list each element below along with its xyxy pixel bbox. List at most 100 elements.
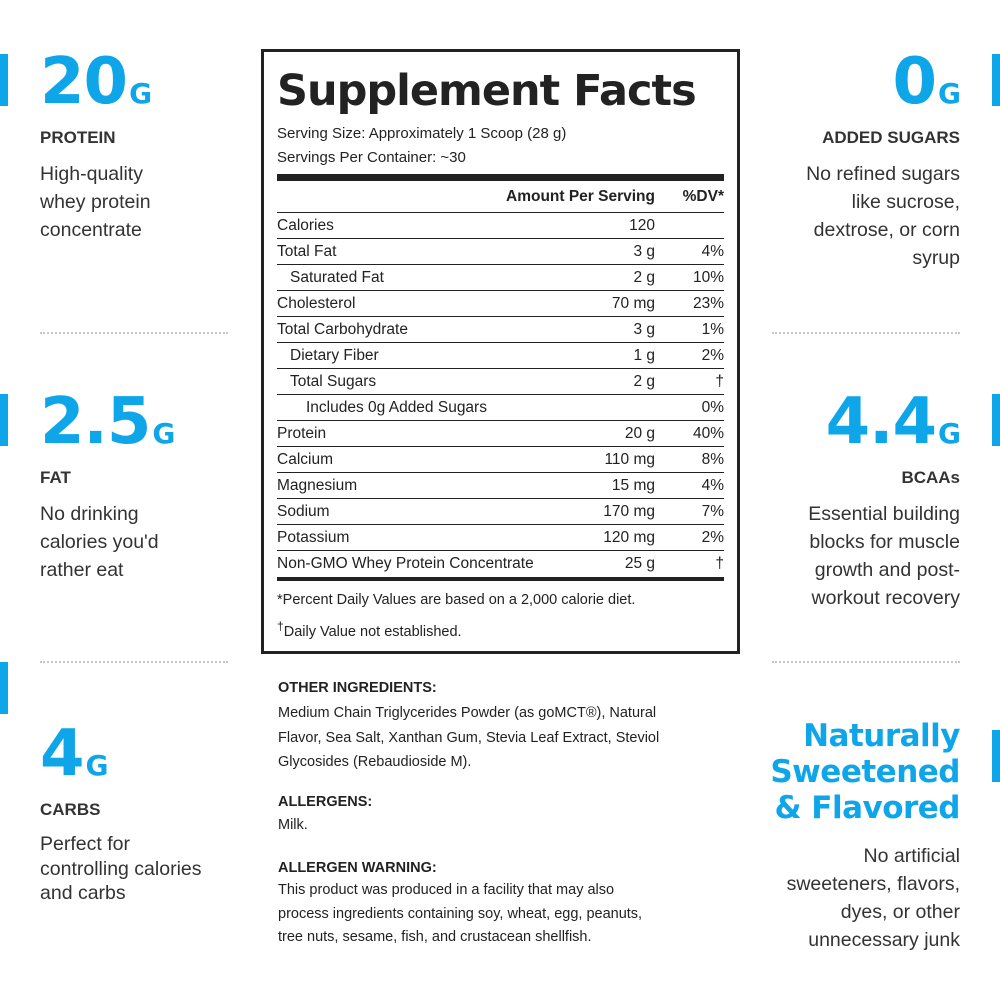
carbs-label: CARBS — [40, 800, 101, 819]
footnote-dagger: †Daily Value not established. — [277, 619, 462, 640]
nutrient-amount: 20 g — [624, 424, 655, 442]
nutrient-name: Total Fat — [277, 242, 337, 260]
nutrient-name: Protein — [277, 424, 327, 442]
bcaas-stat: 4.4G BCAAs Essential building blocks for … — [730, 385, 961, 612]
facts-row: Potassium 120 mg 2% — [277, 525, 724, 551]
bcaas-label: BCAAs — [901, 468, 960, 487]
nutrient-name: Non-GMO Whey Protein Concentrate — [277, 555, 534, 572]
facts-row: Total Fat 3 g 4% — [277, 239, 724, 265]
added-sugars-description: No refined sugars like sucrose, dextrose, … — [806, 163, 960, 269]
bcaas-description: Essential building blocks for muscle growt… — [808, 503, 960, 609]
nutrient-name: Saturated Fat — [290, 268, 384, 286]
fat-description: No drinking calories you'd rather eat — [40, 503, 159, 581]
nutrient-amount: 1 g — [633, 346, 655, 364]
carbs-description: Perfect for controlling calories and carbs — [40, 833, 202, 904]
bcaas-value: 4.4G — [825, 385, 961, 459]
naturally-sweetened-stat: Naturally Sweetened & Flavored No artifici… — [730, 718, 960, 954]
nutrient-name: Dietary Fiber — [290, 346, 379, 364]
facts-row: Protein 20 g 40% — [277, 421, 724, 447]
serving-size: Serving Size: Approximately 1 Scoop (28 … — [277, 125, 567, 142]
allergen-warning-section: ALLERGEN WARNING: This product was produ… — [278, 857, 738, 950]
nutrient-name: Sodium — [277, 502, 330, 520]
nutrient-dv: 10% — [692, 268, 724, 286]
nutrient-dv: 7% — [701, 502, 724, 520]
nutrient-amount: 3 g — [633, 320, 655, 338]
nutrient-amount: 110 mg — [604, 450, 655, 468]
accent-bar — [0, 662, 8, 714]
footnotes: *Percent Daily Values are based on a 2,0… — [277, 587, 724, 645]
accent-bar — [992, 54, 1000, 106]
added-sugars-label: ADDED SUGARS — [822, 128, 960, 147]
nutrient-amount: 3 g — [633, 242, 655, 260]
nutrient-amount: 2 g — [633, 372, 655, 390]
facts-row: Magnesium 15 mg 4% — [277, 473, 724, 499]
supplement-facts-title: Supplement Facts — [277, 66, 697, 116]
protein-description: High-quality whey protein concentrate — [40, 163, 151, 241]
footnote-percent-dv: *Percent Daily Values are based on a 2,0… — [277, 592, 636, 608]
facts-row: Total Sugars 2 g † — [277, 369, 724, 395]
nutrient-amount: 25 g — [624, 555, 655, 572]
facts-row: Sodium 170 mg 7% — [277, 499, 724, 525]
amount-per-serving-header: Amount Per Serving — [506, 187, 655, 205]
accent-bar — [0, 394, 8, 446]
allergens-heading: ALLERGENS: — [278, 794, 373, 810]
nutrient-amount: 120 mg — [603, 528, 655, 546]
allergen-warning-text: This product was produced in a facility … — [278, 882, 643, 945]
dotted-divider — [40, 332, 228, 334]
facts-row: Includes 0g Added Sugars 0% — [277, 395, 724, 421]
fat-stat: 2.5G FAT No drinking calories you'd rather… — [40, 390, 270, 584]
nutrient-dv: † — [715, 555, 724, 572]
carbs-value: 4G — [40, 717, 109, 791]
nutrient-dv: 2% — [701, 346, 724, 364]
nutrient-name: Potassium — [277, 528, 350, 546]
protein-value: 20G — [40, 45, 152, 119]
fat-value: 2.5G — [40, 385, 175, 459]
other-ingredients-section: OTHER INGREDIENTS: Medium Chain Triglyce… — [278, 677, 738, 775]
facts-row: Calcium 110 mg 8% — [277, 447, 724, 473]
nutrient-dv: 0% — [701, 398, 724, 416]
other-ingredients-heading: OTHER INGREDIENTS: — [278, 680, 437, 696]
nutrient-amount: 15 mg — [611, 476, 655, 494]
carbs-stat: 4G CARBS Perfect for controlling calories… — [40, 722, 270, 906]
dv-header: %DV* — [682, 187, 724, 205]
nutrient-dv: 8% — [701, 450, 724, 468]
thick-divider — [277, 174, 724, 181]
added-sugars-stat: 0G ADDED SUGARS No refined sugars like su… — [730, 45, 961, 272]
nutrient-name: Magnesium — [277, 476, 358, 494]
accent-bar — [0, 54, 8, 106]
protein-stat: 20G PROTEIN High-quality whey protein conc… — [40, 50, 270, 244]
nutrient-name: Calcium — [277, 450, 333, 468]
allergens-text: Milk. — [278, 817, 308, 833]
facts-rows: Calories 120 Total Fat 3 g 4% Saturated Fat 2 … — [277, 213, 724, 577]
nutrient-dv: 4% — [701, 242, 724, 260]
nutrient-name: Total Sugars — [290, 372, 377, 390]
supplement-facts-panel: Supplement Facts Serving Size: Approxima… — [261, 49, 740, 654]
accent-bar — [992, 394, 1000, 446]
nutrient-dv: 4% — [701, 476, 724, 494]
nutrient-dv: 1% — [701, 320, 724, 338]
nutrient-amount: 2 g — [633, 268, 655, 286]
dotted-divider — [772, 332, 960, 334]
nutrient-name: Cholesterol — [277, 294, 356, 312]
servings-per-container: Servings Per Container: ~30 — [277, 149, 466, 166]
protein-label: PROTEIN — [40, 128, 116, 147]
other-ingredients-text: Medium Chain Triglycerides Powder (as go… — [278, 705, 660, 770]
facts-row: Calories 120 — [277, 213, 724, 239]
allergen-warning-heading: ALLERGEN WARNING: — [278, 860, 437, 876]
nutrient-dv: † — [715, 372, 724, 390]
allergens-section: ALLERGENS: Milk. — [278, 791, 738, 838]
fat-label: FAT — [40, 468, 71, 487]
nutrient-amount: 120 — [629, 216, 655, 234]
facts-row: Saturated Fat 2 g 10% — [277, 265, 724, 291]
dotted-divider — [772, 661, 960, 663]
nutrient-dv: 2% — [701, 528, 724, 546]
facts-header-row: Amount Per Serving %DV* — [277, 181, 724, 213]
facts-row: Dietary Fiber 1 g 2% — [277, 343, 724, 369]
nutrient-dv: 23% — [692, 294, 724, 312]
nutrient-amount: 170 mg — [603, 502, 655, 520]
facts-row: Total Carbohydrate 3 g 1% — [277, 317, 724, 343]
naturally-sweetened-heading: Naturally Sweetened & Flavored — [770, 718, 960, 826]
nutrient-name: Total Carbohydrate — [277, 320, 408, 338]
added-sugars-value: 0G — [892, 45, 961, 119]
nutrient-dv: 40% — [692, 424, 724, 442]
